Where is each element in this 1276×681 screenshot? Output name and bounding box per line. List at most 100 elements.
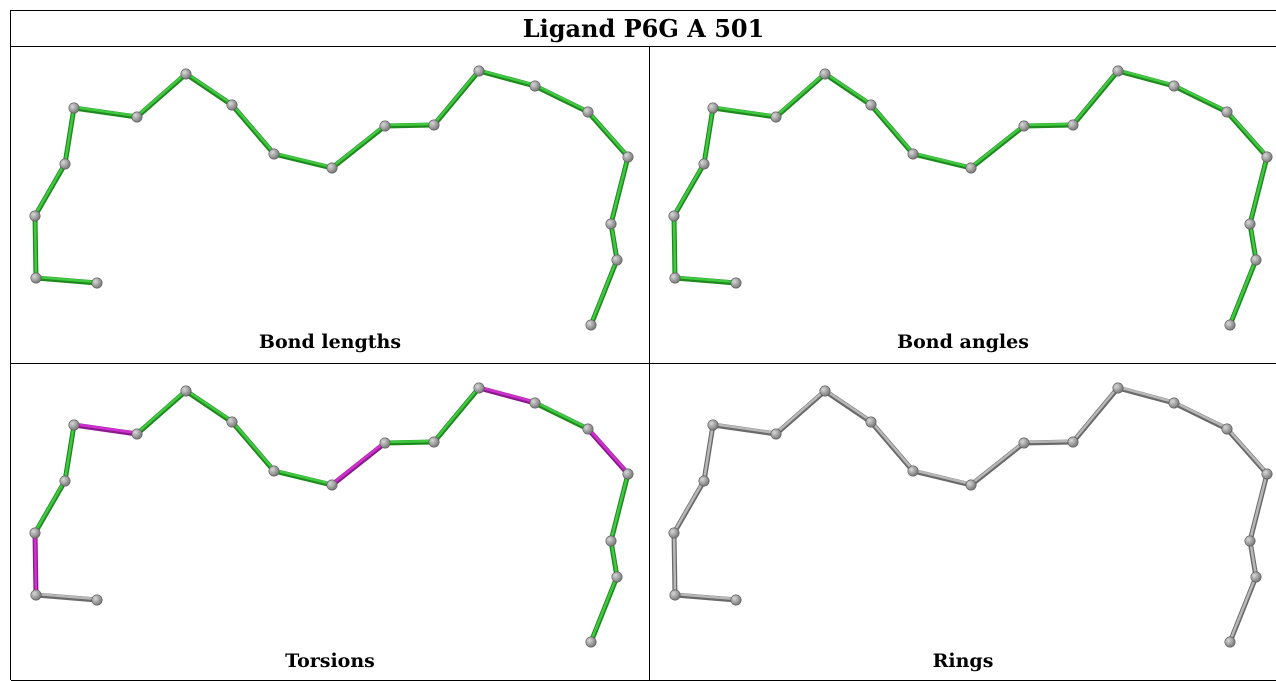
bond xyxy=(32,161,68,219)
atom xyxy=(1221,106,1233,118)
atom xyxy=(585,636,597,648)
atom xyxy=(611,254,623,266)
bond xyxy=(608,471,631,544)
bond xyxy=(1070,385,1121,445)
bond xyxy=(33,275,100,286)
atom xyxy=(379,120,391,132)
bond xyxy=(1115,68,1177,89)
bond xyxy=(1115,385,1177,406)
bond xyxy=(532,400,591,432)
bond xyxy=(532,83,591,115)
bond xyxy=(229,102,277,157)
figure-title: Ligand P6G A 501 xyxy=(11,11,1276,47)
atom xyxy=(669,272,681,284)
atom xyxy=(965,479,977,491)
molecule-diagram-bond-lengths xyxy=(29,65,634,331)
atom xyxy=(1067,436,1079,448)
bond xyxy=(382,122,437,129)
atom xyxy=(131,111,143,123)
atom xyxy=(1224,319,1236,331)
atom xyxy=(585,319,597,331)
atom xyxy=(698,475,710,487)
panel-bond-angles: Bond angles xyxy=(650,47,1276,364)
atom xyxy=(865,99,877,111)
bond xyxy=(773,71,828,120)
bond xyxy=(1021,122,1076,129)
atom xyxy=(582,423,594,435)
atom xyxy=(180,385,192,397)
bond xyxy=(183,388,235,425)
atom xyxy=(1018,120,1030,132)
atom xyxy=(180,68,192,80)
atom xyxy=(1244,218,1256,230)
atom xyxy=(707,102,719,114)
atom xyxy=(428,436,440,448)
bond xyxy=(701,105,716,167)
atom xyxy=(226,99,238,111)
bond xyxy=(671,530,678,598)
bond xyxy=(134,71,189,120)
atom xyxy=(68,102,80,114)
panel-caption: Torsions xyxy=(285,650,375,672)
atom xyxy=(1221,423,1233,435)
molecule-diagram-rings xyxy=(668,382,1273,648)
bond xyxy=(588,574,620,645)
atom xyxy=(1112,65,1124,77)
atom xyxy=(668,210,680,222)
atom xyxy=(379,437,391,449)
atom xyxy=(730,277,742,289)
atom xyxy=(819,68,831,80)
bond xyxy=(585,426,631,477)
bond xyxy=(431,385,482,445)
atom xyxy=(326,162,338,174)
atom xyxy=(91,277,103,289)
atom xyxy=(428,119,440,131)
atom xyxy=(605,218,617,230)
bond xyxy=(822,71,874,108)
atom xyxy=(1067,119,1079,131)
atom xyxy=(226,416,238,428)
atom xyxy=(30,589,42,601)
bond xyxy=(431,68,482,128)
atom xyxy=(1261,151,1273,163)
bond xyxy=(32,530,39,598)
bond xyxy=(672,275,739,286)
bond xyxy=(382,439,437,446)
atom xyxy=(1224,636,1236,648)
atom xyxy=(131,428,143,440)
atom xyxy=(68,419,80,431)
bond xyxy=(671,161,707,219)
atom xyxy=(1112,382,1124,394)
atom xyxy=(1261,468,1273,480)
bond xyxy=(329,440,388,488)
atom xyxy=(268,465,280,477)
bond xyxy=(1227,257,1259,328)
atom xyxy=(698,158,710,170)
panel-caption: Bond angles xyxy=(897,331,1029,353)
bond xyxy=(62,105,77,167)
bond xyxy=(773,388,828,437)
bond xyxy=(183,71,235,108)
bond xyxy=(710,105,779,120)
atom xyxy=(1244,535,1256,547)
atom xyxy=(668,527,680,539)
bond xyxy=(71,105,140,120)
bond xyxy=(33,592,100,603)
bond xyxy=(588,257,620,328)
atom xyxy=(907,148,919,160)
bond xyxy=(1227,574,1259,645)
panel-caption: Rings xyxy=(932,650,994,672)
atom xyxy=(473,382,485,394)
bond xyxy=(1021,439,1076,446)
atom xyxy=(473,65,485,77)
bond xyxy=(329,123,388,171)
bond xyxy=(822,388,874,425)
bond xyxy=(868,102,916,157)
bond xyxy=(32,478,68,536)
atom xyxy=(1168,80,1180,92)
atom xyxy=(605,535,617,547)
atom xyxy=(611,571,623,583)
bond xyxy=(671,213,678,281)
atom xyxy=(326,479,338,491)
bond xyxy=(968,440,1027,488)
